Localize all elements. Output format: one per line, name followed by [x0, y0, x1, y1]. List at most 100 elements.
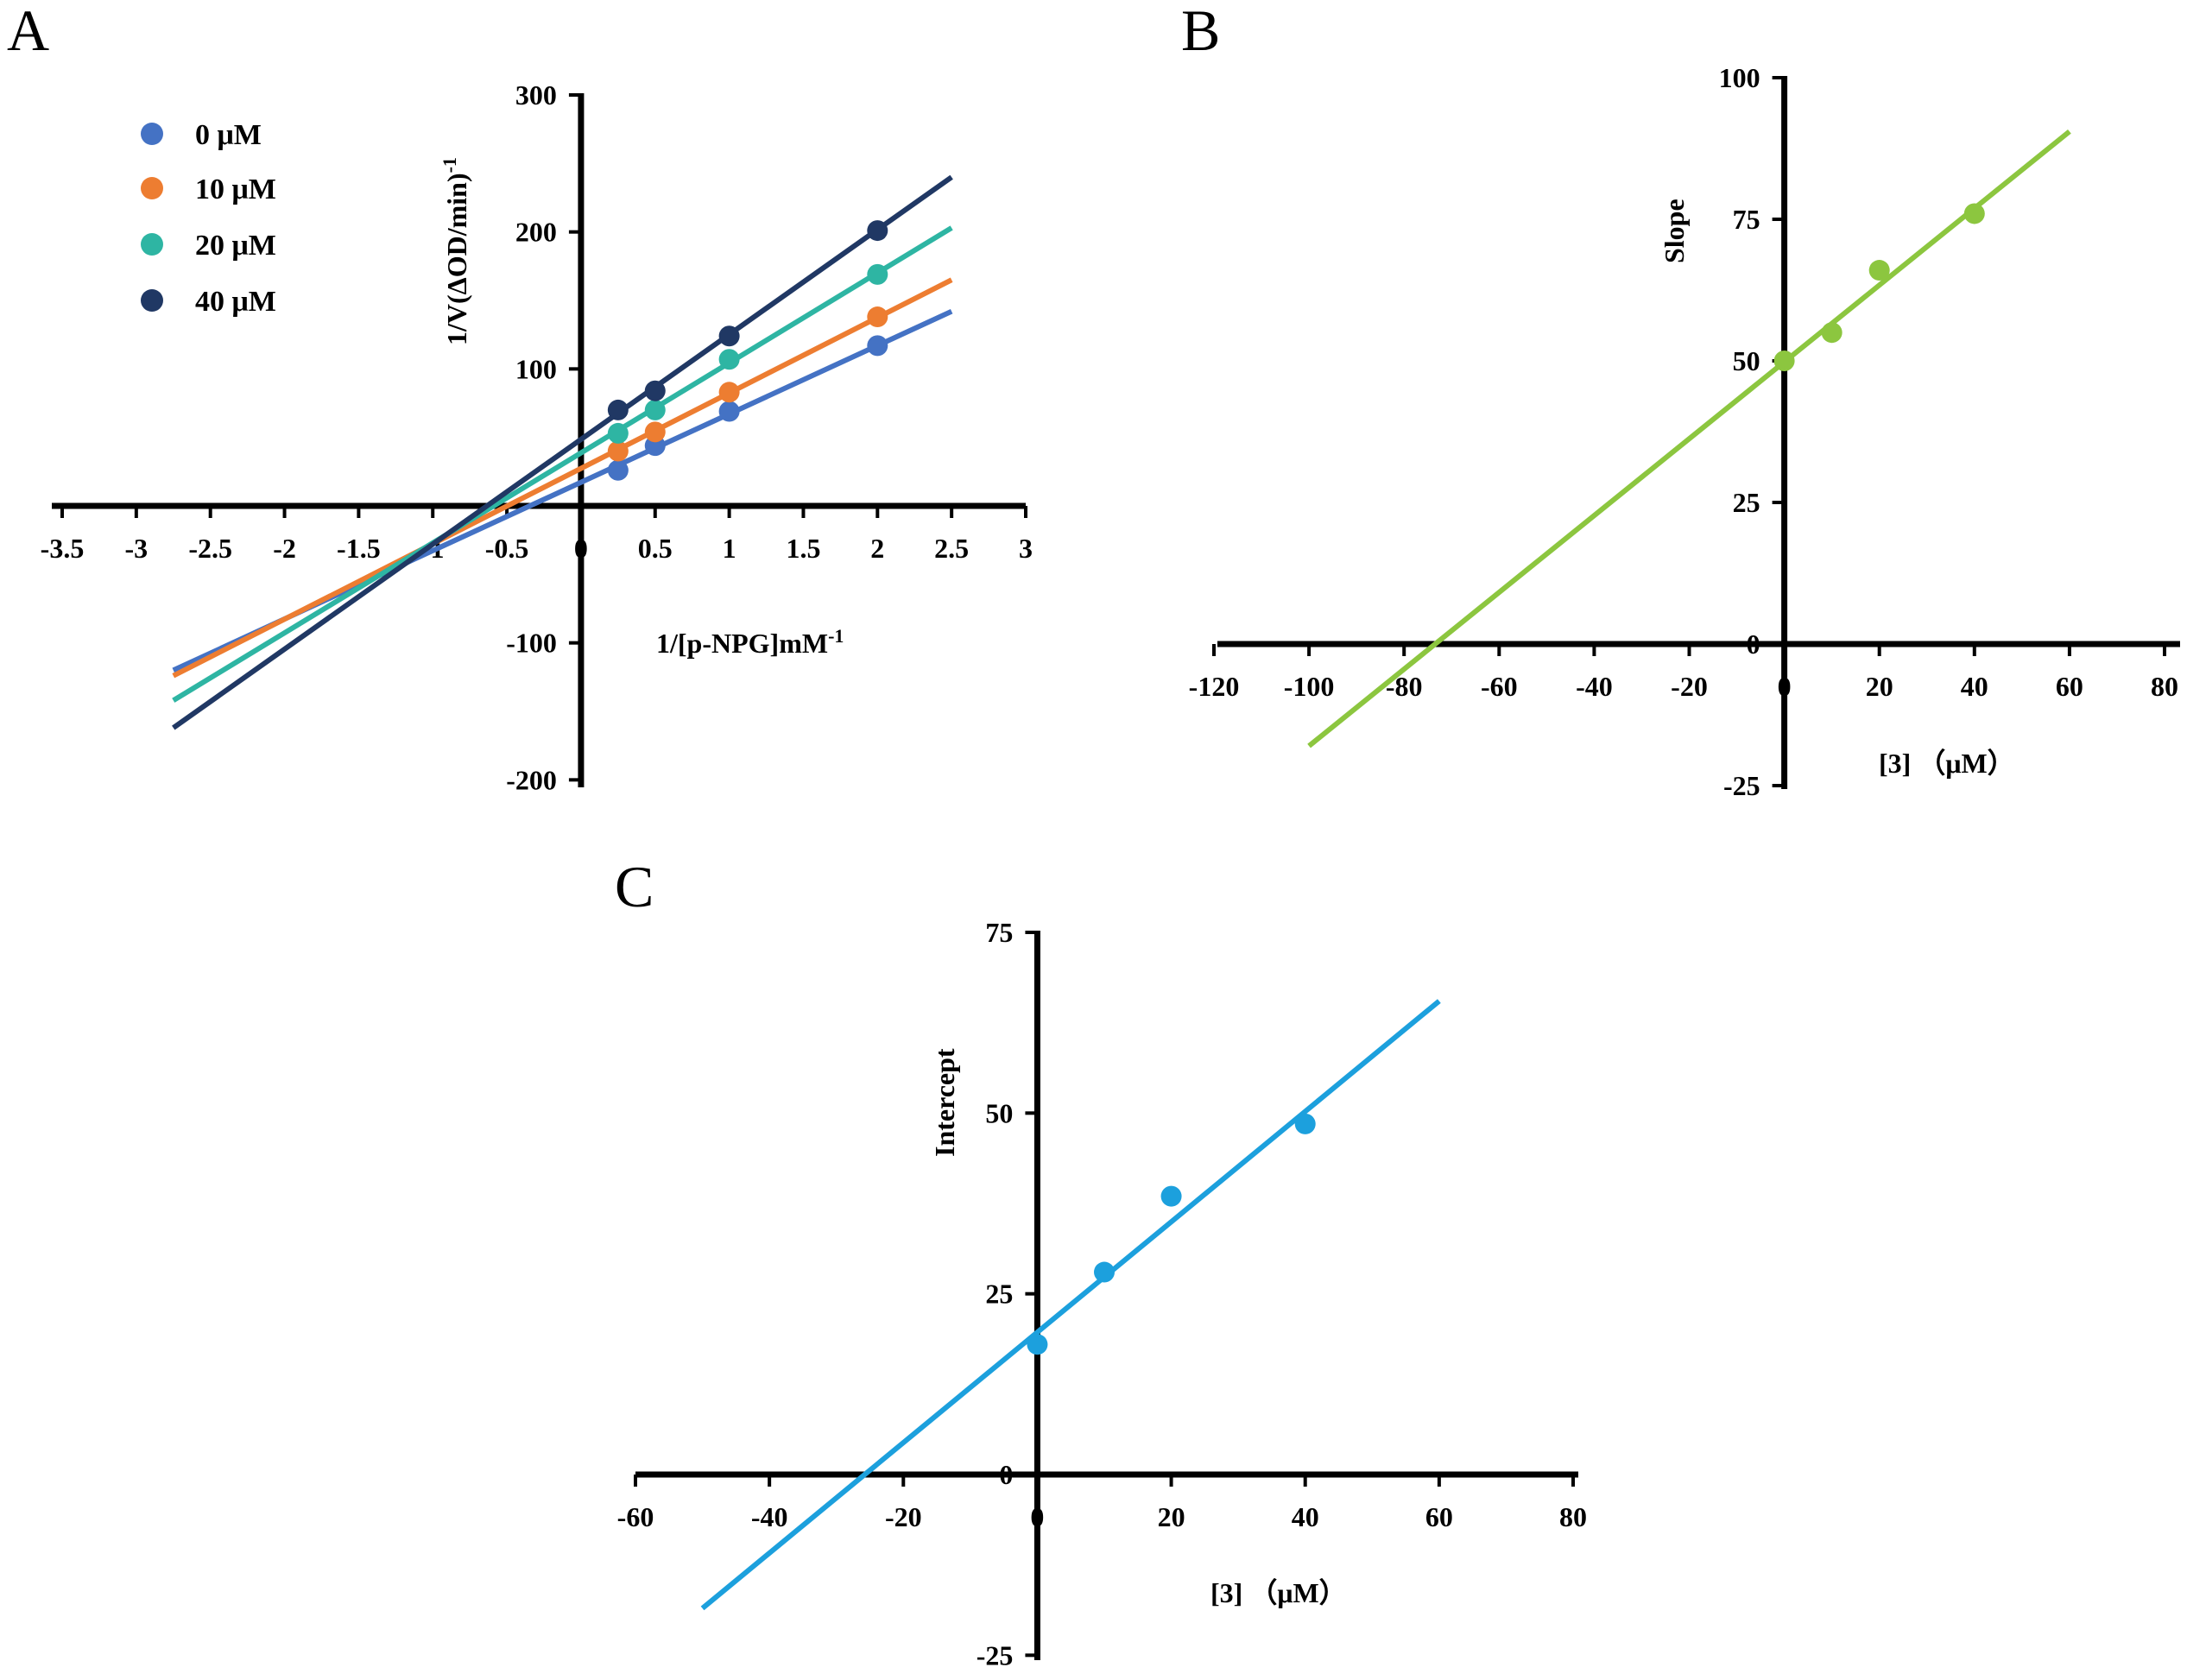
fit-line	[172, 225, 953, 703]
legend-label: 40 μM	[195, 286, 276, 318]
y-tick-label: 50	[985, 1097, 1013, 1128]
y-tick-label: 25	[1733, 487, 1760, 518]
x-tick-label: 2	[870, 533, 884, 564]
data-point	[1963, 203, 1985, 224]
panel-letter-b: B	[1181, 0, 1220, 63]
y-tick-label: 300	[515, 79, 557, 111]
legend-label: 0 μM	[195, 119, 262, 151]
data-point	[867, 306, 888, 328]
x-tick-label: -3.5	[41, 533, 85, 564]
y-tick-label: 0	[999, 1459, 1013, 1490]
data-point	[718, 401, 740, 422]
x-tick-label: -2	[273, 533, 296, 564]
axis-label-text: 1/[p-NPG]mM	[656, 628, 828, 659]
data-point	[1773, 351, 1795, 371]
data-point	[644, 399, 666, 420]
data-point	[1027, 1334, 1048, 1355]
x-tick-label: 1	[723, 533, 736, 564]
data-point	[644, 421, 666, 443]
y-axis-label: Slope	[1659, 199, 1690, 263]
x-tick-label: 0.5	[638, 533, 673, 564]
fit-line	[172, 277, 953, 679]
legend-swatch	[141, 289, 163, 312]
x-tick-label: -20	[1671, 671, 1708, 702]
data-point	[1160, 1185, 1182, 1207]
data-point	[607, 440, 629, 462]
legend-label: 10 μM	[195, 174, 276, 205]
x-tick-label: -0.5	[485, 533, 529, 564]
x-tick-label: 3	[1019, 533, 1033, 564]
legend-item: 10 μM	[141, 174, 276, 205]
x-tick-label: -100	[1284, 671, 1335, 702]
legend-item: 20 μM	[141, 230, 276, 262]
x-tick-label: -1.5	[337, 533, 381, 564]
data-point	[1868, 260, 1890, 281]
x-axis-label: [3] （μM）	[1879, 748, 2015, 779]
fit-line	[1307, 129, 2071, 748]
y-tick-label: -100	[506, 628, 557, 659]
panel-b-chart: -120 -100 -80 -60 -40 -20 0 20 40 60 80 -25 0 25 50 75 1…	[1189, 62, 2180, 801]
x-tick-label: 0	[574, 533, 588, 564]
y-tick-label: 100	[1719, 62, 1760, 93]
data-point	[718, 349, 740, 370]
x-tick-label: 80	[1559, 1501, 1587, 1532]
data-point	[867, 335, 888, 357]
x-tick-label: 20	[1866, 671, 1893, 702]
y-tick-label: 0	[1747, 628, 1760, 660]
x-tick-label: -40	[751, 1501, 788, 1532]
y-tick-label: 200	[515, 217, 557, 248]
panel-letter-c: C	[615, 854, 654, 919]
y-tick-label: 75	[1733, 204, 1760, 235]
data-point	[718, 325, 740, 347]
data-point	[1094, 1261, 1115, 1283]
axis-label-superscript: -1	[828, 625, 844, 647]
y-tick-label: -25	[977, 1639, 1014, 1671]
legend-label: 20 μM	[195, 230, 276, 262]
y-tick-label: 25	[985, 1279, 1013, 1310]
y-tick-label: -25	[1723, 770, 1760, 801]
x-tick-label: 20	[1158, 1501, 1185, 1532]
y-tick-label: -200	[506, 764, 557, 795]
x-tick-label: 0	[1030, 1501, 1044, 1532]
y-tick-label: 75	[985, 917, 1013, 948]
data-point	[607, 459, 629, 481]
data-point	[1821, 322, 1843, 344]
y-tick-label: 100	[515, 353, 557, 384]
legend-swatch	[141, 177, 163, 199]
x-axis-label: 1/[p-NPG]mM-1	[656, 625, 844, 660]
data-point	[867, 263, 888, 285]
data-point	[1294, 1113, 1316, 1134]
legend-item: 0 μM	[141, 119, 262, 151]
x-tick-label: -3	[125, 533, 149, 564]
data-point	[607, 422, 629, 444]
x-tick-label: -60	[617, 1501, 654, 1532]
panel-c-chart: -60 -40 -20 0 20 40 60 80 -25 0 25 50 75 [3] （μM） Inte…	[617, 917, 1587, 1671]
fit-line	[700, 999, 1441, 1611]
legend-swatch	[141, 233, 163, 256]
axis-label-text: 1/V(ΔOD/min)	[441, 173, 472, 345]
x-tick-label: -20	[885, 1501, 922, 1532]
x-tick-label: 60	[1425, 1501, 1453, 1532]
y-axis-label: Intercept	[929, 1048, 960, 1157]
panel-letter-a: A	[7, 0, 49, 63]
x-tick-label: 40	[1961, 671, 1988, 702]
y-tick-label: 50	[1733, 345, 1760, 376]
x-tick-label: 2.5	[934, 533, 969, 564]
data-point	[718, 382, 740, 403]
x-tick-label: -40	[1576, 671, 1613, 702]
x-tick-label: -60	[1481, 671, 1518, 702]
x-tick-label: -2.5	[188, 533, 232, 564]
x-axis-label: [3] （μM）	[1210, 1577, 1347, 1608]
panel-a-chart: -3.5 -3 -2.5 -2 -1.5 -1 -0.5 0 0.5 1 1.5 2 2.5 3 -200 -…	[41, 79, 1033, 795]
x-tick-label: 80	[2151, 671, 2178, 702]
x-tick-label: 0	[1778, 671, 1792, 702]
data-point	[607, 399, 629, 420]
y-axis-label: 1/V(ΔOD/min)-1	[439, 157, 473, 345]
x-tick-label: 60	[2056, 671, 2083, 702]
legend-item: 40 μM	[141, 286, 276, 318]
x-tick-label: -120	[1189, 671, 1240, 702]
legend: 0 μM 10 μM 20 μM 40 μM	[141, 119, 276, 318]
data-point	[867, 220, 888, 242]
fit-line	[172, 174, 953, 730]
